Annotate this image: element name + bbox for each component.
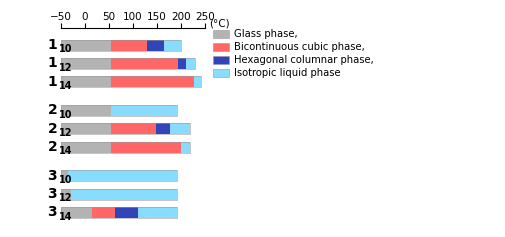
Text: 10: 10 bbox=[59, 109, 72, 119]
Text: 14: 14 bbox=[59, 212, 72, 222]
Bar bbox=[61, 105, 177, 116]
Text: 14: 14 bbox=[59, 146, 72, 156]
Bar bbox=[111, 40, 147, 50]
Bar bbox=[111, 58, 178, 69]
Bar bbox=[92, 207, 115, 218]
Bar bbox=[164, 40, 181, 50]
Bar bbox=[61, 76, 111, 87]
Bar bbox=[61, 170, 177, 182]
Bar bbox=[61, 207, 92, 218]
Text: 1: 1 bbox=[47, 56, 57, 70]
Bar bbox=[115, 207, 137, 218]
Text: 2: 2 bbox=[47, 140, 57, 154]
Text: 2: 2 bbox=[47, 103, 57, 117]
Bar bbox=[61, 189, 177, 200]
Bar bbox=[71, 189, 177, 200]
Bar bbox=[186, 58, 195, 69]
Legend: Glass phase,, Bicontinuous cubic phase,, Hexagonal columnar phase,, Isotropic li: Glass phase,, Bicontinuous cubic phase,,… bbox=[213, 29, 374, 78]
Bar bbox=[61, 170, 68, 182]
Bar bbox=[194, 76, 201, 87]
Bar bbox=[178, 58, 186, 69]
Bar bbox=[61, 142, 190, 153]
Bar bbox=[111, 76, 194, 87]
Bar bbox=[61, 105, 111, 116]
Bar bbox=[111, 105, 177, 116]
Bar bbox=[61, 40, 111, 50]
Bar bbox=[156, 123, 170, 134]
Bar bbox=[61, 76, 201, 87]
Bar bbox=[68, 170, 177, 182]
Bar bbox=[61, 123, 111, 134]
Bar bbox=[111, 142, 181, 153]
Bar bbox=[137, 207, 177, 218]
Bar bbox=[111, 123, 156, 134]
Text: 2: 2 bbox=[47, 122, 57, 136]
Bar bbox=[170, 123, 190, 134]
Text: 10: 10 bbox=[59, 44, 72, 54]
Bar bbox=[61, 189, 71, 200]
Text: 3: 3 bbox=[47, 205, 57, 219]
Bar bbox=[61, 142, 111, 153]
Bar bbox=[61, 123, 190, 134]
Text: 12: 12 bbox=[59, 193, 72, 203]
Text: 10: 10 bbox=[59, 175, 72, 185]
Text: 12: 12 bbox=[59, 128, 72, 138]
Text: 1: 1 bbox=[47, 38, 57, 52]
Text: 12: 12 bbox=[59, 63, 72, 73]
Text: 3: 3 bbox=[47, 187, 57, 201]
Text: 14: 14 bbox=[59, 81, 72, 91]
Bar bbox=[61, 207, 177, 218]
Text: 3: 3 bbox=[47, 169, 57, 182]
Text: (°C): (°C) bbox=[209, 18, 230, 28]
Bar bbox=[61, 40, 181, 50]
Bar bbox=[147, 40, 164, 50]
Bar bbox=[61, 58, 111, 69]
Text: 1: 1 bbox=[47, 74, 57, 89]
Bar bbox=[181, 142, 190, 153]
Bar bbox=[61, 58, 195, 69]
